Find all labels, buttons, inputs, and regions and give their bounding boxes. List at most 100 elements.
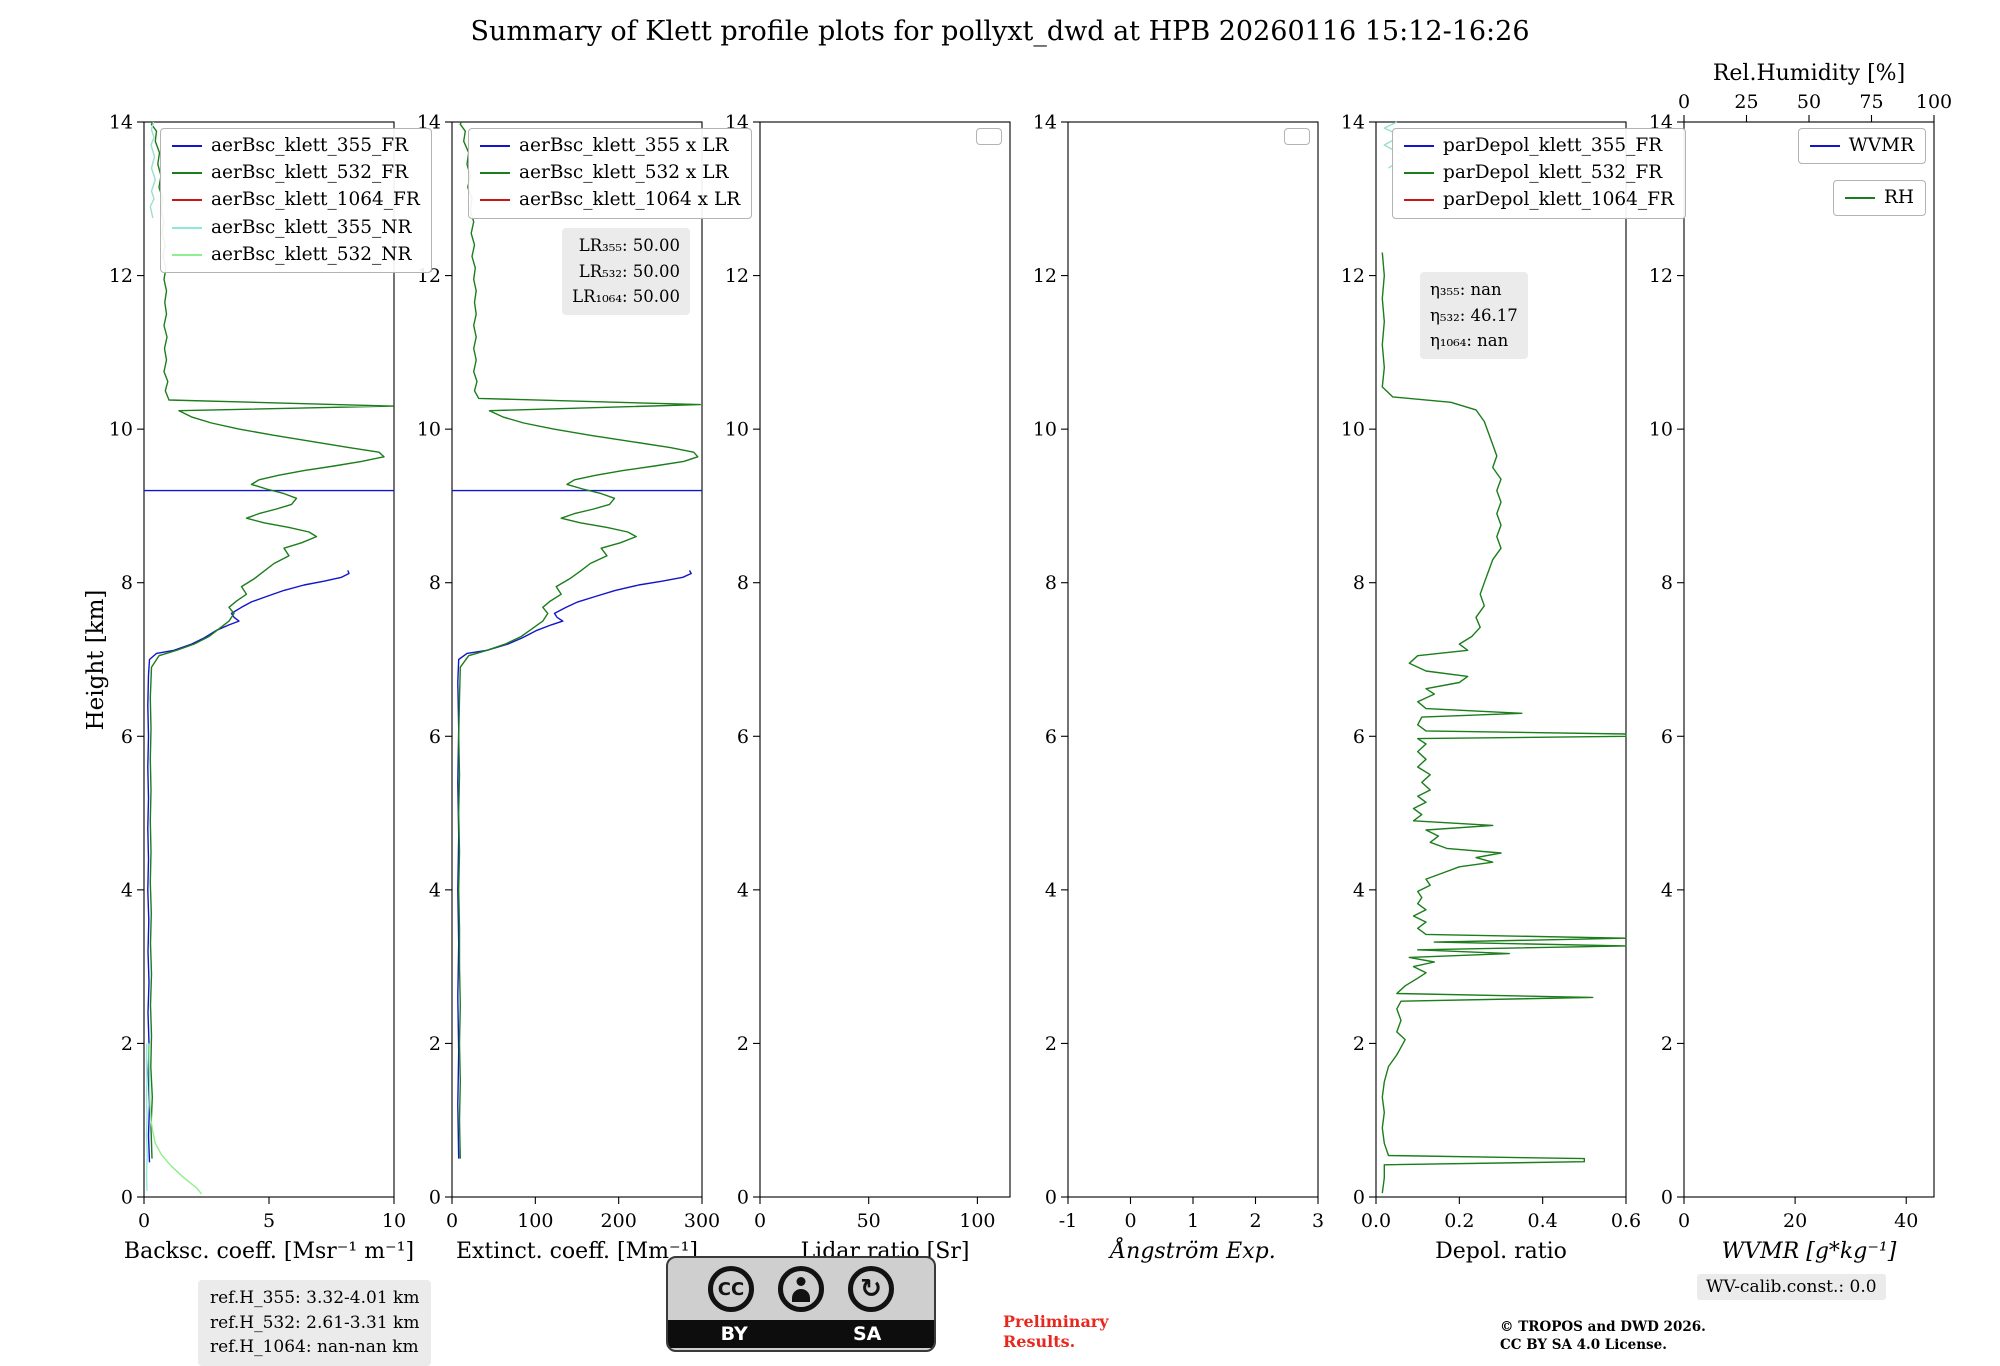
x-tick-label: 0 [446,1210,458,1232]
y-tick-label: 0 [1353,1187,1365,1209]
y-tick-label: 10 [417,419,441,441]
y-tick-label: 14 [109,112,133,134]
x-tick-label: 300 [684,1210,720,1232]
x-axis-label: Ångström Exp. [1107,1236,1275,1264]
page-title: Summary of Klett profile plots for polly… [470,16,1530,47]
series-aerBsc_klett_532_xLR [458,121,701,1159]
y-tick-label: 12 [417,265,441,287]
x-tick-label: 0 [138,1210,150,1232]
panel-frame [451,121,703,1198]
panel-frame [143,121,395,1198]
y-tick-label: 0 [1045,1187,1057,1209]
y-tick-label: 2 [737,1033,749,1055]
y-tick-label: 14 [725,112,749,134]
top-tick-label: 25 [1734,91,1758,113]
y-tick-label: 10 [725,419,749,441]
cc-by-label: BY [720,1323,748,1345]
x-tick-label: 0 [1124,1210,1136,1232]
y-tick-label: 4 [121,879,133,901]
panel-depol: 0 2 4 6 8 10 12 14 0.0 0.2 0.4 0.6 Depol. ratio [1341,112,1641,1265]
y-tick-label: 2 [121,1033,133,1055]
x-tick-label: 2 [1249,1210,1261,1232]
y-tick-label: 10 [1649,419,1673,441]
x-tick-label: 0.2 [1444,1210,1474,1232]
license-line-2: CC BY SA 4.0 License. [1500,1337,1667,1354]
y-tick-label: 12 [1341,265,1365,287]
x-tick-label: 5 [263,1210,275,1232]
x-tick-label: 0.6 [1611,1210,1641,1232]
panel-frame [1375,121,1627,1198]
series-aerBsc_klett_355_xLR [457,570,692,1159]
person-icon [791,1277,811,1302]
x-tick-label: 0 [754,1210,766,1232]
license-line-1: © TROPOS and DWD 2026. [1500,1319,1706,1335]
y-tick-label: 14 [1033,112,1057,134]
y-tick-label: 8 [429,572,441,594]
y-tick-label: 8 [121,572,133,594]
x-tick-label: 3 [1312,1210,1324,1232]
y-tick-label: 0 [121,1187,133,1209]
y-tick-label: 6 [1661,726,1673,748]
y-tick-label: 8 [1045,572,1057,594]
x-tick-label: 20 [1783,1210,1807,1232]
y-tick-label: 4 [1353,879,1365,901]
cc-sa-label: SA [853,1323,882,1345]
panel-frame [1683,121,1935,1198]
top-axis-label: Rel.Humidity [%] [1713,61,1905,86]
sa-arrow-glyph: ↻ [860,1274,882,1304]
series-aerBsc_klett_355_NR [145,1043,149,1191]
cc-by-person-icon [778,1266,824,1312]
x-tick-label: 0.4 [1528,1210,1558,1232]
x-tick-label: 1 [1187,1210,1199,1232]
y-tick-label: 8 [737,572,749,594]
x-axis-label: Extinct. coeff. [Mm⁻¹] [456,1239,698,1264]
x-tick-label: 100 [517,1210,553,1232]
ref-h-355: ref.H_355: 3.32-4.01 km [210,1288,420,1308]
ref-h-532: ref.H_532: 2.61-3.31 km [210,1312,420,1333]
series-parDepol_klett_355_NR_top [1383,121,1406,169]
y-tick-label: 4 [737,879,749,901]
ref-h-1064: ref.H_1064: nan-nan km [210,1337,419,1358]
y-tick-label: 0 [737,1187,749,1209]
y-tick-label: 6 [1353,726,1365,748]
y-tick-label: 14 [1649,112,1673,134]
x-tick-label: 0 [1678,1210,1690,1232]
series-aerBsc_klett_532_NR [148,1043,203,1195]
cc-icon: CC [708,1266,754,1312]
y-tick-label: 10 [1033,419,1057,441]
preliminary-line-1: Preliminary [1003,1312,1109,1331]
license-note: © TROPOS and DWD 2026. CC BY SA 4.0 Lice… [1500,1318,1706,1354]
cc-sa-arrow-icon: ↻ [848,1266,894,1312]
y-tick-label: 4 [429,879,441,901]
y-tick-label: 8 [1661,572,1673,594]
top-tick-label: 75 [1859,91,1883,113]
series-aerBsc_klett_355_FR [147,570,350,1163]
preliminary-results-note: Preliminary Results. [1003,1312,1109,1352]
panel-backsc: 0 2 4 6 8 10 12 14 0 5 10 Backsc. coeff. [Msr⁻¹ m⁻¹… [109,112,414,1265]
x-tick-label: 40 [1894,1210,1918,1232]
panel-extinct: 0 2 4 6 8 10 12 14 0 100 200 300 Extinct. coeff. [Mm… [417,112,720,1265]
y-tick-label: 14 [417,112,441,134]
y-tick-label: 2 [1045,1033,1057,1055]
top-tick-label: 50 [1797,91,1821,113]
y-tick-label: 10 [109,419,133,441]
x-tick-label: 10 [382,1210,406,1232]
top-tick-label: 0 [1678,91,1690,113]
panel-frame [1067,121,1319,1198]
y-tick-label: 14 [1341,112,1365,134]
cc-by-sa-bar: BY SA [668,1320,934,1348]
y-tick-label: 2 [1353,1033,1365,1055]
series-parDepol_klett_532_FR [1381,252,1627,1194]
y-tick-label: 12 [109,265,133,287]
series-aerBsc_klett_355_NR_top [149,121,157,219]
y-tick-label: 8 [1353,572,1365,594]
x-tick-label: 50 [857,1210,881,1232]
y-tick-label: 10 [1341,419,1365,441]
x-axis-label: Depol. ratio [1435,1239,1567,1264]
y-tick-label: 6 [121,726,133,748]
y-tick-label: 0 [1661,1187,1673,1209]
